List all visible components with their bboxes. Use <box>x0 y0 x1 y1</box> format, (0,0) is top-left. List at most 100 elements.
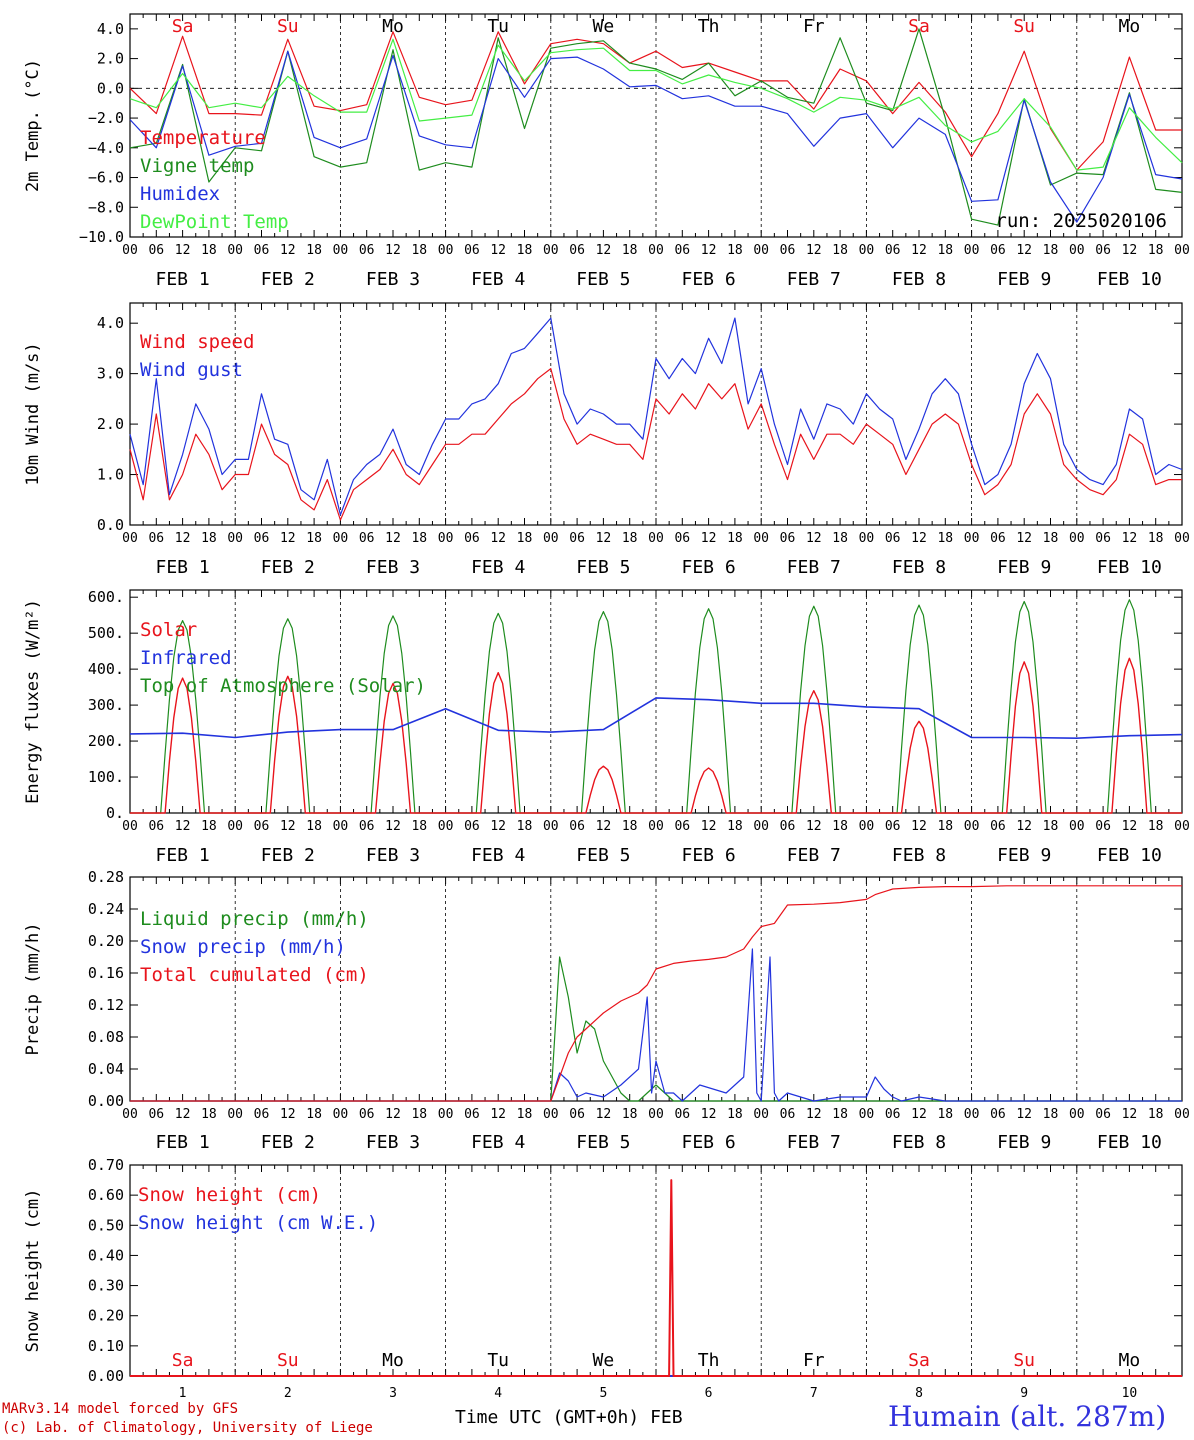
date-label: FEB 5 <box>576 1132 630 1153</box>
x-tick-label: 00 <box>333 531 349 546</box>
legend-temperature: Temperature <box>140 127 266 149</box>
x-tick-label: 06 <box>569 531 585 546</box>
x-tick-label: 00 <box>753 819 769 834</box>
x-tick-label: 12 <box>911 531 927 546</box>
y-tick-label: 0.0 <box>97 516 124 534</box>
x-tick-label: 00 <box>227 531 243 546</box>
legend-liquid-precip-mm-h-: Liquid precip (mm/h) <box>140 908 369 930</box>
date-label: FEB 5 <box>576 845 630 866</box>
x-tick-label: 18 <box>1043 1107 1059 1122</box>
x-tick-label: 06 <box>569 243 585 258</box>
x-tick-label: 00 <box>1174 531 1190 546</box>
panel-2: 10m Wind (m/s) <box>23 302 1183 526</box>
x-tick-label: 12 <box>596 531 612 546</box>
y-axis-label: Precip (mm/h) <box>23 922 43 1055</box>
day-label-bottom: Mo <box>382 1350 404 1371</box>
x-tick-label: 06 <box>674 1107 690 1122</box>
x-tick-label: 18 <box>937 819 953 834</box>
date-label: FEB 5 <box>576 269 630 290</box>
day-label-bottom: Tu <box>487 1350 509 1371</box>
x-tick-label: 18 <box>517 243 533 258</box>
date-label: FEB 6 <box>682 1132 736 1153</box>
y-tick-label: 0. <box>106 804 124 822</box>
x-tick-label: 06 <box>464 1107 480 1122</box>
x-tick-label: 18 <box>306 531 322 546</box>
x-tick-label: 06 <box>359 1107 375 1122</box>
x-tick-label: 06 <box>780 1107 796 1122</box>
day-number: 7 <box>810 1386 818 1401</box>
legend-vigne-temp: Vigne temp <box>140 155 254 177</box>
day-label-bottom: Su <box>1013 1350 1035 1371</box>
x-tick-label: 12 <box>806 243 822 258</box>
date-label: FEB 10 <box>1097 1132 1162 1153</box>
x-tick-label: 00 <box>227 819 243 834</box>
x-tick-label: 12 <box>1122 1107 1138 1122</box>
y-tick-label: 0.04 <box>88 1060 124 1078</box>
x-tick-label: 00 <box>438 531 454 546</box>
series-wind-gust <box>129 317 1183 516</box>
series-vigne-temp <box>129 28 1183 226</box>
y-tick-label: 300. <box>88 696 124 714</box>
legend-solar: Solar <box>140 619 197 641</box>
legend-wind-speed: Wind speed <box>140 331 254 353</box>
x-tick-label: 00 <box>1174 819 1190 834</box>
date-label: FEB 8 <box>892 845 946 866</box>
x-tick-label: 06 <box>885 531 901 546</box>
x-tick-label: 06 <box>148 819 164 834</box>
x-tick-label: 00 <box>122 1107 138 1122</box>
y-tick-label: 0.00 <box>88 1367 124 1385</box>
footer-copyright: (c) Lab. of Climatology, University of L… <box>2 1420 373 1436</box>
legend-snow-height-cm-w-e-: Snow height (cm W.E.) <box>138 1212 378 1234</box>
x-tick-label: 12 <box>280 531 296 546</box>
x-tick-label: 06 <box>674 819 690 834</box>
x-tick-label: 06 <box>148 1107 164 1122</box>
panel-1: 2m Temp. (°C) <box>23 13 1183 238</box>
x-tick-label: 00 <box>438 243 454 258</box>
x-axis-title: Time UTC (GMT+0h) FEB <box>455 1407 683 1428</box>
x-tick-label: 18 <box>832 531 848 546</box>
x-tick-label: 06 <box>1095 531 1111 546</box>
x-tick-label: 06 <box>990 1107 1006 1122</box>
x-tick-label: 00 <box>543 243 559 258</box>
x-tick-label: 06 <box>674 243 690 258</box>
x-tick-label: 12 <box>701 819 717 834</box>
x-tick-label: 00 <box>227 1107 243 1122</box>
x-tick-label: 12 <box>596 243 612 258</box>
date-label: FEB 6 <box>682 557 736 578</box>
legend-top-of-atmosphere-solar-: Top of Atmosphere (Solar) <box>140 675 426 697</box>
x-tick-label: 06 <box>990 243 1006 258</box>
x-tick-label: 12 <box>806 819 822 834</box>
date-label: FEB 7 <box>787 269 841 290</box>
date-label: FEB 7 <box>787 845 841 866</box>
day-label-top: Fr <box>803 16 825 37</box>
y-tick-label: 0.10 <box>88 1337 124 1355</box>
x-tick-label: 00 <box>648 1107 664 1122</box>
x-tick-label: 00 <box>333 243 349 258</box>
y-tick-label: 200. <box>88 732 124 750</box>
legend-total-cumulated-cm-: Total cumulated (cm) <box>140 964 369 986</box>
date-label: FEB 3 <box>366 1132 420 1153</box>
series-dewpoint-temp <box>129 38 1183 171</box>
x-tick-label: 18 <box>1043 819 1059 834</box>
date-label: FEB 8 <box>892 557 946 578</box>
series-solar <box>130 657 1182 814</box>
x-tick-label: 12 <box>701 243 717 258</box>
x-tick-label: 06 <box>1095 243 1111 258</box>
x-tick-label: 00 <box>227 243 243 258</box>
y-axis-label: Energy fluxes (W/m²) <box>23 599 43 804</box>
date-label: FEB 6 <box>682 269 736 290</box>
x-tick-label: 12 <box>175 819 191 834</box>
legend-humidex: Humidex <box>140 183 220 205</box>
x-tick-label: 00 <box>1069 531 1085 546</box>
panel-frame <box>129 589 1183 814</box>
day-label-top: Th <box>698 16 720 37</box>
x-tick-label: 18 <box>832 819 848 834</box>
x-tick-label: 12 <box>175 531 191 546</box>
panel-4: Precip (mm/h) <box>23 876 1183 1102</box>
panel-frame <box>129 13 1183 238</box>
date-label: FEB 1 <box>156 269 210 290</box>
y-tick-label: 0.60 <box>88 1186 124 1204</box>
day-label-top: Sa <box>908 16 930 37</box>
day-number: 9 <box>1020 1386 1028 1401</box>
date-label: FEB 8 <box>892 269 946 290</box>
